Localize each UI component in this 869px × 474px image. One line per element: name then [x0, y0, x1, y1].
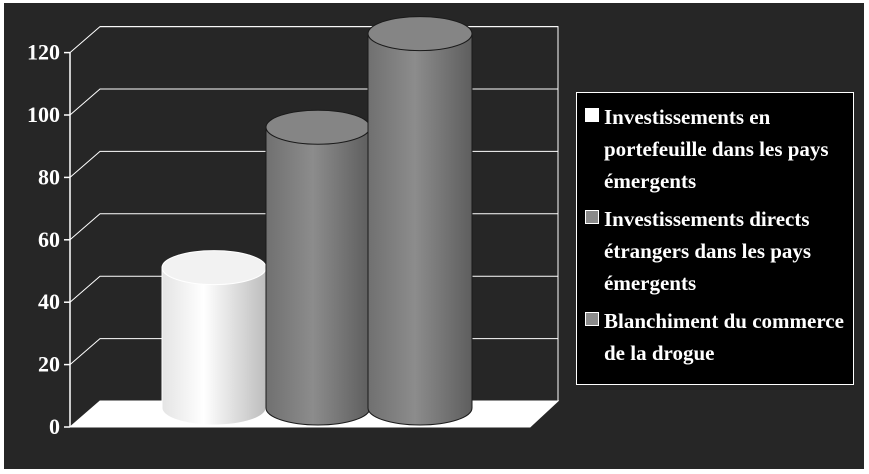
legend-item-portfolio-investment: Investissements en portefeuille dans les… — [585, 101, 853, 197]
bar-3-body — [367, 33, 473, 426]
chart-legend: Investissements en portefeuille dans les… — [576, 92, 854, 385]
bar-2-top — [265, 109, 371, 145]
bar-3 — [367, 16, 473, 426]
y-tick-label-100: 100 — [27, 102, 60, 127]
y-tick-label-40: 40 — [38, 289, 60, 314]
bar-2 — [265, 109, 371, 426]
legend-label-drug-money-laundering: Blanchiment du commerce de la drogue — [604, 309, 844, 365]
legend-label-foreign-direct-investment: Investissements directs étrangers dans l… — [604, 207, 812, 295]
y-tick-label-0: 0 — [49, 414, 60, 439]
bar-1 — [161, 250, 267, 426]
legend-swatch-drug-money-laundering — [585, 312, 599, 326]
legend-item-foreign-direct-investment: Investissements directs étrangers dans l… — [585, 203, 853, 299]
bar-2-body — [265, 126, 371, 426]
bar-3-top — [367, 16, 473, 52]
legend-swatch-portfolio-investment — [585, 108, 599, 122]
y-tick-label-20: 20 — [38, 352, 60, 377]
legend-label-portfolio-investment: Investissements en portefeuille dans les… — [604, 105, 829, 193]
y-tick-label-60: 60 — [38, 227, 60, 252]
y-tick-label-80: 80 — [38, 164, 60, 189]
bar-1-body — [161, 267, 267, 426]
legend-swatch-foreign-direct-investment — [585, 210, 599, 224]
y-tick-label-120: 120 — [27, 40, 60, 65]
y-axis-tick-labels: 0 20 40 60 80 100 120 — [27, 40, 60, 439]
legend-item-drug-money-laundering: Blanchiment du commerce de la drogue — [585, 305, 853, 369]
gridline-120 — [69, 26, 558, 53]
chart-bars — [161, 16, 473, 426]
bar-1-top — [161, 250, 267, 286]
